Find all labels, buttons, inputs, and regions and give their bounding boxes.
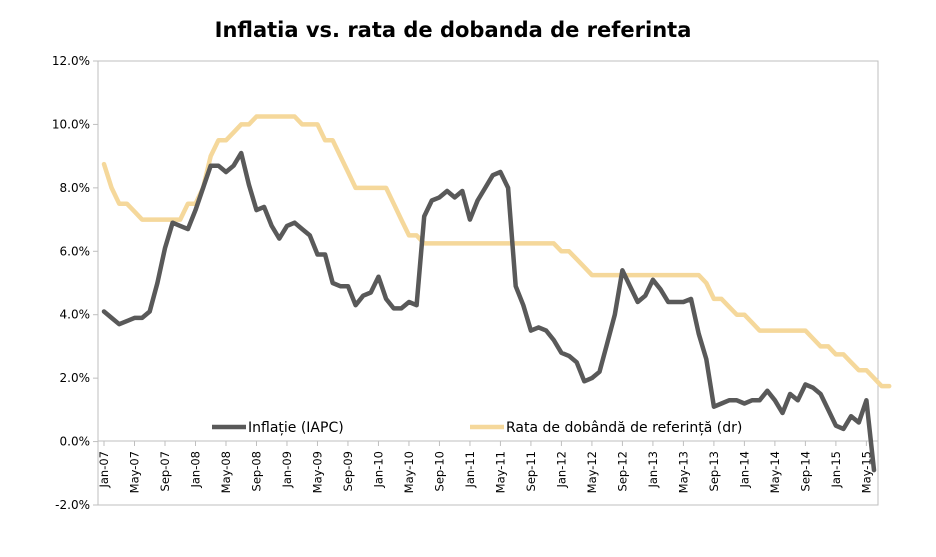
x-tick-label: May-15 [859,451,873,493]
x-tick-label: May-08 [219,451,233,493]
x-tick-label: May-14 [768,451,782,493]
x-tick-label: Jan-10 [371,451,385,489]
axes [97,60,879,506]
x-tick-label: Sep-11 [524,451,538,491]
y-tick-label: -2.0% [55,498,90,512]
legend-item-inflation-label: Inflație (IAPC) [248,420,344,436]
x-tick-label: May-10 [402,451,416,493]
y-tick-label: 12.0% [52,54,90,68]
y-tick-label: 6.0% [60,244,91,258]
x-tick-label: Jan-07 [97,451,111,489]
x-tick-label: Sep-12 [615,451,629,491]
x-tick-label: Jan-12 [554,451,568,489]
x-tick-label: Jan-09 [280,451,294,489]
y-tick-label: 4.0% [60,308,91,322]
x-tick-label: May-07 [127,451,141,493]
x-tick-label: Jan-11 [463,451,477,489]
series-line-inflation [101,150,877,473]
x-tick-label: May-12 [585,451,599,493]
x-tick-label: Sep-07 [158,451,172,491]
x-tick-label: May-11 [493,451,507,493]
x-tick-label: Sep-14 [798,451,812,491]
x-tick-label: Sep-09 [341,451,355,491]
y-tick-label: 2.0% [60,371,91,385]
plot-area-frame [97,60,879,506]
y-tick-label: 10.0% [52,117,90,131]
series-line-reference-rate [101,114,892,389]
x-tick-label: Sep-13 [707,451,721,491]
x-tick-label: Jan-15 [829,451,843,489]
x-tick-label: Jan-14 [737,451,751,489]
x-axis-ticks: Jan-07 May-07 Sep-07 Jan-08 May-08 Sep-08 Jan-… [97,441,873,493]
x-tick-label: Sep-08 [249,451,263,491]
x-tick-label: Sep-10 [432,451,446,491]
x-tick-label: May-13 [676,451,690,493]
chart-title: Inflatia vs. rata de dobanda de referint… [214,18,692,42]
y-tick-label: 8.0% [60,181,91,195]
x-tick-label: Jan-08 [188,451,202,489]
y-axis-ticks: -2.0% 0.0% 2.0% 4.0% 6.0% 8.0% 10.0% 12.0% [52,54,98,512]
legend: Inflație (IAPC) Rata de dobândă de referi… [212,420,742,436]
x-tick-label: Jan-13 [646,451,660,489]
x-tick-label: May-09 [310,451,324,493]
legend-item-reference-rate-label: Rata de dobândă de referință (dr) [506,420,742,436]
series-lines [101,114,892,473]
y-tick-label: 0.0% [60,435,91,449]
